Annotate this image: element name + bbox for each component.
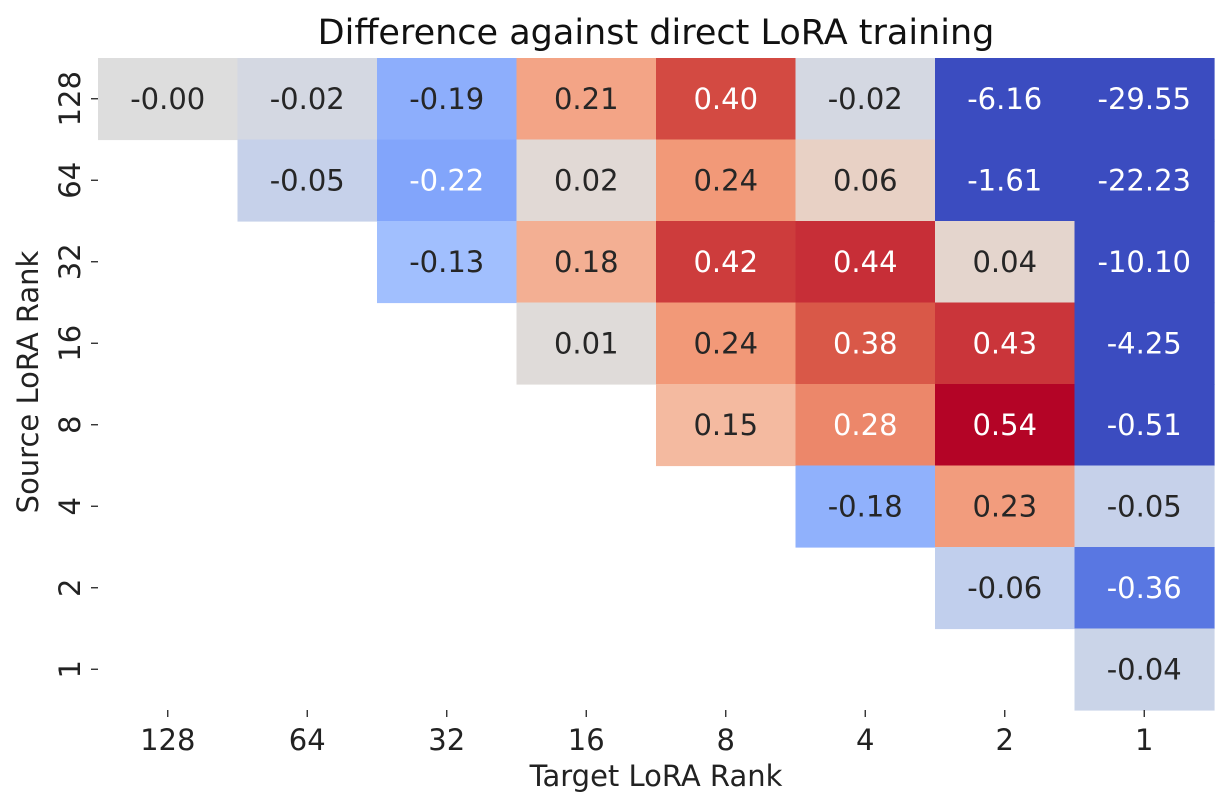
cell-value-label-128-1: -29.55 bbox=[1098, 82, 1192, 116]
heatmap-cell-128-4 bbox=[795, 58, 936, 141]
heatmap-cell-4-2 bbox=[935, 465, 1076, 548]
heatmap-cell-32-16 bbox=[516, 221, 657, 304]
y-tick-label-8: 8 bbox=[53, 416, 87, 434]
cell-value-label-16-2: 0.43 bbox=[972, 326, 1037, 360]
x-tick-label-16: 16 bbox=[568, 723, 605, 757]
heatmap-cell-64-1 bbox=[1074, 139, 1215, 222]
heatmap-cell-128-16 bbox=[516, 58, 657, 141]
cell-value-label-2-1: -0.36 bbox=[1107, 571, 1182, 605]
heatmap-cell-4-4 bbox=[795, 465, 936, 548]
heatmap-cell-64-2 bbox=[935, 139, 1076, 222]
x-tick-label-32: 32 bbox=[428, 723, 465, 757]
cell-value-label-32-2: 0.04 bbox=[972, 245, 1037, 279]
y-tick-label-2: 2 bbox=[53, 579, 87, 597]
cell-value-label-16-8: 0.24 bbox=[693, 326, 758, 360]
y-tick-label-16: 16 bbox=[53, 325, 87, 362]
cell-value-label-1-1: -0.04 bbox=[1107, 652, 1182, 686]
cell-value-label-128-16: 0.21 bbox=[554, 82, 619, 116]
heatmap-cell-32-2 bbox=[935, 221, 1076, 304]
x-axis-ticks: 128 64 32 16 8 4 2 1 bbox=[140, 710, 1153, 757]
x-axis-label: Target LoRA Rank bbox=[529, 759, 783, 793]
y-tick-label-128: 128 bbox=[53, 71, 87, 126]
x-tick-label-8: 8 bbox=[717, 723, 735, 757]
heatmap-cell-32-8 bbox=[656, 221, 797, 304]
heatmap-cell-1-1 bbox=[1074, 628, 1215, 711]
cell-value-label-4-4: -0.18 bbox=[828, 489, 903, 523]
y-tick-label-64: 64 bbox=[53, 162, 87, 199]
heatmap-cell-8-8 bbox=[656, 384, 797, 467]
cell-value-label-64-16: 0.02 bbox=[554, 163, 619, 197]
heatmap-cell-4-1 bbox=[1074, 465, 1215, 548]
cell-value-label-8-2: 0.54 bbox=[972, 408, 1037, 442]
cell-value-label-32-8: 0.42 bbox=[693, 245, 758, 279]
cell-value-label-32-16: 0.18 bbox=[554, 245, 619, 279]
cell-value-label-4-2: 0.23 bbox=[972, 489, 1037, 523]
cell-value-label-64-64: -0.05 bbox=[270, 163, 345, 197]
heatmap-cell-128-64 bbox=[237, 58, 378, 141]
heatmap-cell-2-1 bbox=[1074, 547, 1215, 630]
y-axis-label: Source LoRA Rank bbox=[11, 250, 45, 513]
cell-value-label-2-2: -0.06 bbox=[967, 571, 1042, 605]
heatmap-cell-8-2 bbox=[935, 384, 1076, 467]
cell-value-label-8-1: -0.51 bbox=[1107, 408, 1182, 442]
heatmap-cell-16-16 bbox=[516, 302, 657, 385]
cell-value-label-128-4: -0.02 bbox=[828, 82, 903, 116]
heatmap-cell-64-16 bbox=[516, 139, 657, 222]
cell-value-label-32-1: -10.10 bbox=[1098, 245, 1192, 279]
heatmap-cell-16-2 bbox=[935, 302, 1076, 385]
y-tick-label-32: 32 bbox=[53, 243, 87, 280]
cell-value-label-16-4: 0.38 bbox=[833, 326, 898, 360]
x-tick-label-4: 4 bbox=[856, 723, 874, 757]
heatmap-cell-128-2 bbox=[935, 58, 1076, 141]
x-tick-label-1: 1 bbox=[1135, 723, 1153, 757]
y-tick-label-1: 1 bbox=[53, 660, 87, 678]
heatmap-cell-16-4 bbox=[795, 302, 936, 385]
cell-value-label-4-1: -0.05 bbox=[1107, 489, 1182, 523]
y-tick-label-4: 4 bbox=[53, 497, 87, 515]
heatmap-cell-128-32 bbox=[377, 58, 518, 141]
heatmap-cell-32-1 bbox=[1074, 221, 1215, 304]
x-tick-label-2: 2 bbox=[996, 723, 1014, 757]
heatmap-cell-128-8 bbox=[656, 58, 797, 141]
heatmap-cell-32-4 bbox=[795, 221, 936, 304]
cell-value-label-8-4: 0.28 bbox=[833, 408, 898, 442]
heatmap-cell-128-1 bbox=[1074, 58, 1215, 141]
heatmap-cell-64-32 bbox=[377, 139, 518, 222]
heatmap-cell-8-4 bbox=[795, 384, 936, 467]
cell-value-label-128-128: -0.00 bbox=[130, 82, 205, 116]
x-tick-label-64: 64 bbox=[289, 723, 326, 757]
heatmap-cells: -0.00 -0.02 -0.19 0.21 0.40 -0.02 -6.16 -29.55 -… bbox=[98, 58, 1215, 711]
cell-value-label-128-32: -0.19 bbox=[409, 82, 484, 116]
cell-value-label-16-1: -4.25 bbox=[1107, 326, 1182, 360]
cell-value-label-64-8: 0.24 bbox=[693, 163, 758, 197]
cell-value-label-128-8: 0.40 bbox=[693, 82, 758, 116]
cell-value-label-32-4: 0.44 bbox=[833, 245, 898, 279]
heatmap-cell-32-32 bbox=[377, 221, 518, 304]
heatmap-cell-128-128 bbox=[98, 58, 239, 141]
cell-value-label-64-4: 0.06 bbox=[833, 163, 898, 197]
heatmap-cell-64-8 bbox=[656, 139, 797, 222]
heatmap-cell-8-1 bbox=[1074, 384, 1215, 467]
cell-value-label-64-32: -0.22 bbox=[409, 163, 484, 197]
cell-value-label-64-2: -1.61 bbox=[967, 163, 1042, 197]
x-tick-label-128: 128 bbox=[140, 723, 195, 757]
heatmap-cell-2-2 bbox=[935, 547, 1076, 630]
heatmap-cell-64-64 bbox=[237, 139, 378, 222]
heatmap-cell-16-8 bbox=[656, 302, 797, 385]
cell-value-label-128-64: -0.02 bbox=[270, 82, 345, 116]
chart-title: Difference against direct LoRA training bbox=[318, 13, 995, 53]
cell-value-label-32-32: -0.13 bbox=[409, 245, 484, 279]
y-axis-ticks: 128 64 32 16 8 4 2 1 bbox=[53, 71, 98, 678]
heatmap-cell-16-1 bbox=[1074, 302, 1215, 385]
cell-value-label-128-2: -6.16 bbox=[967, 82, 1042, 116]
cell-value-label-16-16: 0.01 bbox=[554, 326, 619, 360]
heatmap-cell-64-4 bbox=[795, 139, 936, 222]
cell-value-label-8-8: 0.15 bbox=[693, 408, 758, 442]
cell-value-label-64-1: -22.23 bbox=[1098, 163, 1192, 197]
